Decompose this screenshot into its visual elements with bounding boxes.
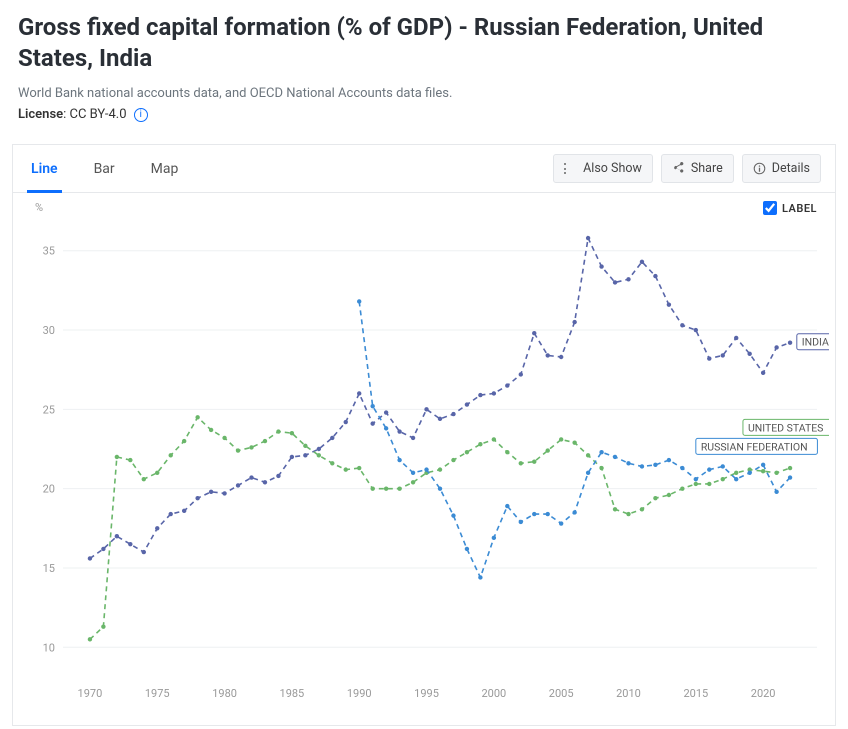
action-buttons: Also Show Share Details — [553, 154, 821, 183]
svg-text:2020: 2020 — [751, 687, 776, 700]
tabs-row: Line Bar Map Also Show Share Details — [13, 145, 835, 193]
license-label: License — [18, 107, 63, 122]
svg-text:RUSSIAN FEDERATION: RUSSIAN FEDERATION — [701, 441, 808, 454]
share-button[interactable]: Share — [661, 154, 734, 183]
tabs: Line Bar Map — [27, 145, 182, 192]
chart-panel: Line Bar Map Also Show Share Details — [12, 144, 836, 726]
svg-text:2005: 2005 — [549, 687, 574, 700]
svg-text:10: 10 — [43, 642, 55, 655]
dots-vertical-icon — [564, 163, 577, 174]
svg-text:2015: 2015 — [683, 687, 708, 700]
tab-map[interactable]: Map — [147, 145, 183, 192]
label-toggle-text: LABEL — [782, 202, 817, 215]
info-icon[interactable]: i — [134, 108, 148, 122]
details-icon — [753, 162, 766, 175]
svg-text:25: 25 — [43, 404, 55, 417]
svg-text:1995: 1995 — [414, 687, 439, 700]
svg-text:30: 30 — [43, 324, 55, 337]
svg-text:1975: 1975 — [145, 687, 170, 700]
svg-text:INDIA: INDIA — [802, 336, 829, 349]
license-value: : CC BY-4.0 — [63, 107, 126, 122]
also-show-label: Also Show — [583, 161, 642, 176]
line-chart[interactable]: 10 15 20 25 30 35 1970 1975 1980 1985 1990 1995 2000… — [21, 201, 829, 711]
y-axis-unit: % — [35, 201, 43, 214]
svg-text:1985: 1985 — [280, 687, 305, 700]
share-icon — [672, 162, 685, 175]
svg-text:15: 15 — [43, 562, 55, 575]
svg-text:1970: 1970 — [78, 687, 103, 700]
label-toggle[interactable]: LABEL — [763, 201, 817, 215]
license-row: License: CC BY-4.0 i — [18, 107, 830, 122]
svg-text:20: 20 — [43, 483, 55, 496]
svg-text:1990: 1990 — [347, 687, 372, 700]
svg-text:1980: 1980 — [212, 687, 237, 700]
svg-text:UNITED STATES: UNITED STATES — [748, 422, 823, 435]
tab-bar[interactable]: Bar — [90, 145, 119, 192]
chart-area: % LABEL 10 15 20 25 30 35 1970 1975 1980 1985 1990… — [13, 193, 835, 725]
svg-text:35: 35 — [43, 245, 55, 258]
details-label: Details — [772, 161, 810, 176]
page-title: Gross fixed capital formation (% of GDP)… — [18, 12, 830, 74]
svg-text:2010: 2010 — [616, 687, 641, 700]
tab-line[interactable]: Line — [27, 145, 62, 192]
also-show-button[interactable]: Also Show — [553, 154, 653, 183]
source-text: World Bank national accounts data, and O… — [18, 86, 830, 101]
label-checkbox[interactable] — [763, 201, 777, 215]
share-label: Share — [691, 161, 723, 176]
svg-text:2000: 2000 — [481, 687, 506, 700]
details-button[interactable]: Details — [742, 154, 821, 183]
